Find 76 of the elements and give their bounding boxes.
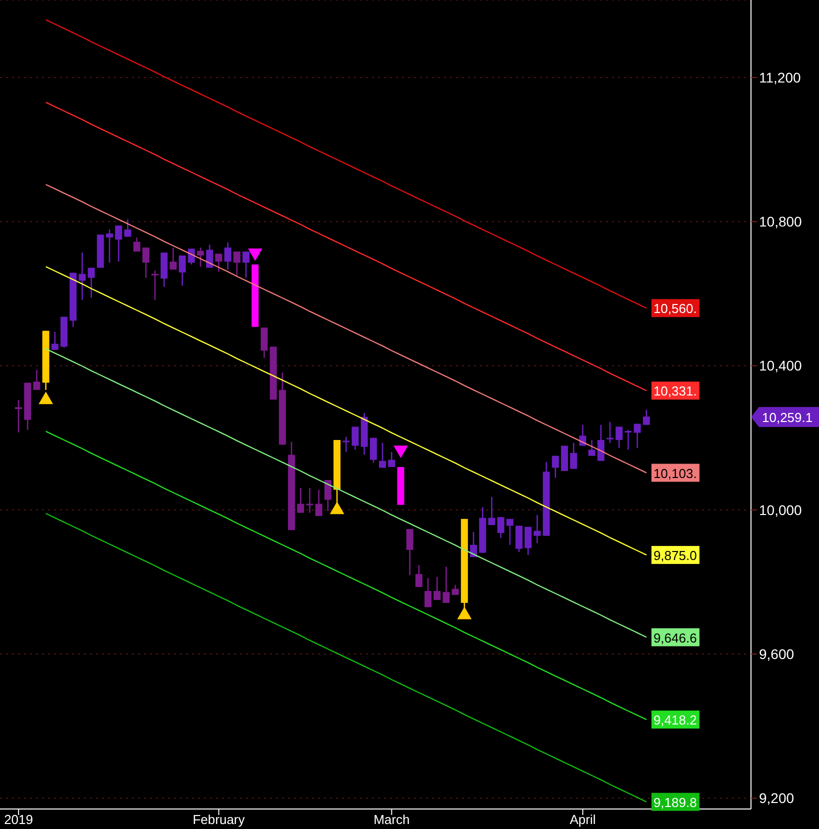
candlestick — [588, 439, 596, 456]
candlestick — [524, 526, 532, 556]
candlestick — [506, 518, 514, 546]
line-series — [45, 348, 648, 638]
x-tick-label: 2019 — [4, 812, 34, 827]
candlestick — [379, 442, 386, 468]
candlestick — [579, 424, 586, 446]
candlestick — [178, 254, 186, 286]
candlestick — [634, 423, 641, 449]
candlestick — [51, 331, 58, 351]
y-tick-label: 10,000 — [759, 502, 802, 518]
candlestick — [570, 442, 578, 470]
line-series — [45, 184, 648, 474]
candlestick — [142, 246, 150, 278]
candlestick — [606, 421, 614, 444]
y-tick-label: 11,200 — [759, 69, 801, 86]
x-tick-label: February — [192, 812, 246, 827]
candlestick — [488, 496, 496, 526]
candlestick — [170, 246, 177, 270]
data-label: 9,875.0 — [653, 548, 697, 563]
line-series — [45, 19, 648, 309]
line-series — [45, 430, 648, 720]
candlestick — [124, 218, 132, 238]
candlestick — [78, 252, 86, 300]
candlestick — [315, 489, 322, 517]
candlestick — [152, 270, 158, 300]
candlestick — [197, 246, 204, 268]
candlestick — [260, 326, 268, 358]
candlestick — [406, 528, 414, 576]
x-tick-label: April — [570, 812, 596, 827]
candlestick — [616, 426, 623, 449]
candlestick — [415, 564, 422, 588]
candlestick — [106, 228, 113, 264]
candlestick — [352, 426, 359, 450]
candlestick — [33, 369, 40, 391]
candlestick — [642, 409, 650, 426]
candlestick — [534, 514, 541, 544]
candlestick — [497, 516, 504, 539]
candlestick — [442, 566, 450, 604]
candlestick — [552, 455, 559, 478]
candlestick — [516, 525, 522, 553]
y-tick-label: 9,600 — [759, 646, 794, 662]
candlestick — [624, 429, 632, 450]
candlestick — [452, 584, 459, 596]
candlestick — [224, 242, 232, 270]
data-label: 9,189.8 — [653, 794, 697, 810]
candlestick — [388, 451, 396, 468]
candlestick — [115, 224, 122, 262]
candlestick — [188, 248, 195, 266]
candlestick — [597, 424, 604, 462]
line-series — [45, 266, 648, 556]
data-label: 10,331. — [653, 384, 697, 399]
candlestick — [15, 399, 22, 434]
data-label: 9,646.6 — [653, 630, 697, 646]
candlestick — [233, 250, 240, 278]
candlestick — [434, 576, 441, 601]
candlestick — [133, 236, 140, 252]
candlestick — [306, 487, 314, 514]
candlestick — [324, 479, 332, 512]
candlestick — [342, 436, 350, 453]
candlestick — [215, 253, 222, 272]
line-series — [45, 102, 648, 392]
candlestick — [88, 267, 95, 298]
candlestick — [370, 437, 377, 464]
text: 10,259.1 — [762, 410, 813, 425]
candlestick — [297, 487, 304, 514]
x-tick-label: March — [374, 812, 410, 827]
y-tick-label: 10,800 — [759, 214, 802, 230]
line-series — [45, 512, 648, 802]
data-label: 10,560. — [653, 301, 697, 316]
candlestick — [242, 250, 250, 278]
data-label: 10,103. — [653, 466, 697, 481]
data-label: 9,418.2 — [653, 712, 697, 728]
candlestick — [424, 577, 432, 608]
y-tick-label: 10,400 — [759, 358, 802, 374]
y-tick-label: 9,200 — [759, 790, 794, 806]
